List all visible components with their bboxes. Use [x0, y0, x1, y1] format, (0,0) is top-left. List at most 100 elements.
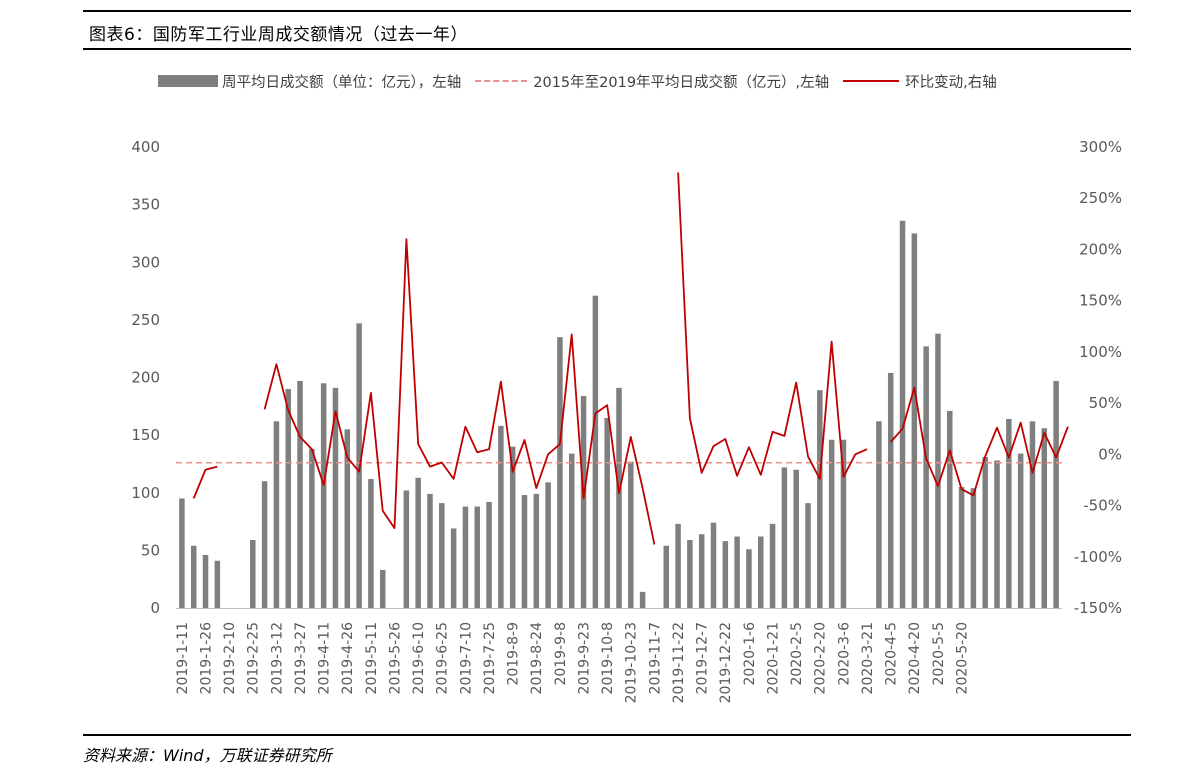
x-tick-label: 2019-6-25 — [435, 622, 451, 694]
x-tick-label: 2019-12-22 — [718, 622, 734, 703]
x-tick-label: 2019-4-11 — [317, 622, 333, 694]
source-note: 资料来源：Wind，万联证券研究所 — [83, 734, 1131, 766]
legend-item-reference: 2015年至2019年平均日成交额（亿元）,左轴 — [475, 71, 829, 92]
bar — [545, 482, 551, 608]
x-tick-label: 2019-8-9 — [506, 622, 522, 686]
x-tick-label: 2020-2-20 — [813, 622, 829, 694]
bar — [805, 503, 811, 608]
bar — [947, 410, 953, 608]
bar — [344, 429, 351, 608]
x-tick-label: 2019-8-24 — [529, 622, 545, 695]
legend-label-line: 环比变动,右轴 — [905, 74, 997, 91]
x-tick-label: 2019-1-26 — [198, 622, 214, 695]
legend-label-bars: 周平均日成交额（单位：亿元），左轴 — [222, 74, 462, 91]
right-axis-tick-label: -150% — [1074, 599, 1122, 617]
x-tick-label: 2019-11-22 — [671, 622, 687, 703]
chart-legend: 周平均日成交额（单位：亿元），左轴 2015年至2019年平均日成交额（亿元）,… — [158, 70, 1011, 92]
legend-item-line: 环比变动,右轴 — [843, 71, 997, 92]
bar — [628, 461, 634, 608]
bar — [592, 295, 599, 608]
right-axis-tick-label: -50% — [1083, 497, 1122, 515]
right-axis-tick-label: 0% — [1098, 445, 1122, 463]
x-tick-label: 2020-3-21 — [860, 622, 876, 694]
x-tick-label: 2020-3-6 — [836, 622, 852, 686]
legend-label-reference: 2015年至2019年平均日成交额（亿元）,左轴 — [533, 74, 830, 91]
bar — [828, 439, 835, 608]
bar — [190, 545, 197, 608]
x-tick-label: 2019-5-26 — [388, 622, 404, 695]
x-tick-label: 2019-4-26 — [340, 622, 356, 695]
x-tick-label: 2019-6-10 — [411, 622, 427, 694]
x-tick-label: 2020-4-20 — [907, 622, 923, 694]
bar — [970, 488, 977, 608]
bar — [214, 560, 221, 608]
right-axis-tick-label: 50% — [1089, 394, 1122, 412]
bar — [994, 460, 1000, 608]
bar — [1006, 418, 1012, 608]
bar — [710, 522, 717, 608]
legend-swatch-line — [843, 80, 900, 82]
left-axis-tick-label: 100 — [131, 484, 160, 502]
bar — [332, 387, 339, 608]
bar — [568, 453, 575, 608]
figure-title-bar: 图表6：国防军工行业周成交额情况（过去一年） — [83, 10, 1131, 50]
left-axis-tick-label: 350 — [131, 196, 160, 214]
bar — [793, 469, 799, 608]
x-tick-label: 2019-10-8 — [600, 622, 616, 694]
bar — [427, 493, 433, 608]
bar — [817, 390, 823, 608]
x-tick-label: 2019-9-23 — [577, 622, 593, 694]
right-axis-tick-label: 250% — [1079, 189, 1122, 207]
bar — [179, 498, 185, 608]
bar — [616, 387, 622, 608]
x-tick-label: 2019-10-23 — [624, 622, 640, 703]
x-tick-label: 2020-4-5 — [884, 622, 900, 686]
bar — [379, 569, 386, 608]
bar — [876, 421, 882, 608]
bar — [486, 501, 492, 608]
left-axis-tick-label: 300 — [131, 253, 160, 271]
x-tick-label: 2019-1-11 — [175, 622, 191, 694]
bar — [734, 536, 740, 608]
right-axis-tick-label: -100% — [1074, 548, 1122, 566]
bar — [462, 506, 469, 608]
bar — [309, 448, 315, 608]
bar — [769, 523, 776, 608]
bar — [911, 233, 918, 608]
x-tick-label: 2019-2-10 — [222, 622, 238, 694]
bar — [202, 554, 209, 608]
bar — [297, 380, 303, 608]
bar — [1029, 421, 1036, 608]
bar — [273, 421, 280, 608]
bar — [509, 446, 516, 608]
bar — [698, 534, 705, 608]
bar — [1041, 428, 1048, 608]
change-line — [192, 172, 1069, 545]
figure-title: 图表6：国防军工行业周成交额情况（过去一年） — [89, 25, 468, 45]
bar — [557, 337, 563, 608]
bar — [604, 417, 610, 608]
bar — [261, 481, 268, 608]
right-axis-tick-label: 200% — [1079, 240, 1122, 258]
x-tick-label: 2019-5-11 — [364, 622, 380, 694]
right-axis-tick-label: 300% — [1079, 138, 1122, 156]
bar — [403, 490, 410, 608]
legend-swatch-dash — [475, 80, 528, 82]
bar — [887, 372, 894, 608]
bar — [250, 540, 256, 608]
bar — [840, 439, 847, 608]
bar — [439, 503, 445, 608]
x-tick-label: 2019-12-7 — [695, 622, 711, 694]
legend-swatch-bar — [158, 75, 218, 87]
x-tick-label: 2019-3-12 — [269, 622, 285, 694]
left-axis-tick-label: 250 — [131, 311, 160, 329]
x-tick-label: 2020-5-5 — [931, 622, 947, 686]
bar — [663, 545, 670, 608]
bar — [935, 333, 941, 608]
bar — [687, 540, 693, 608]
x-tick-label: 2019-9-8 — [553, 622, 569, 686]
left-axis-tick-label: 0 — [150, 599, 160, 617]
bar — [923, 346, 929, 608]
bar — [982, 457, 988, 608]
